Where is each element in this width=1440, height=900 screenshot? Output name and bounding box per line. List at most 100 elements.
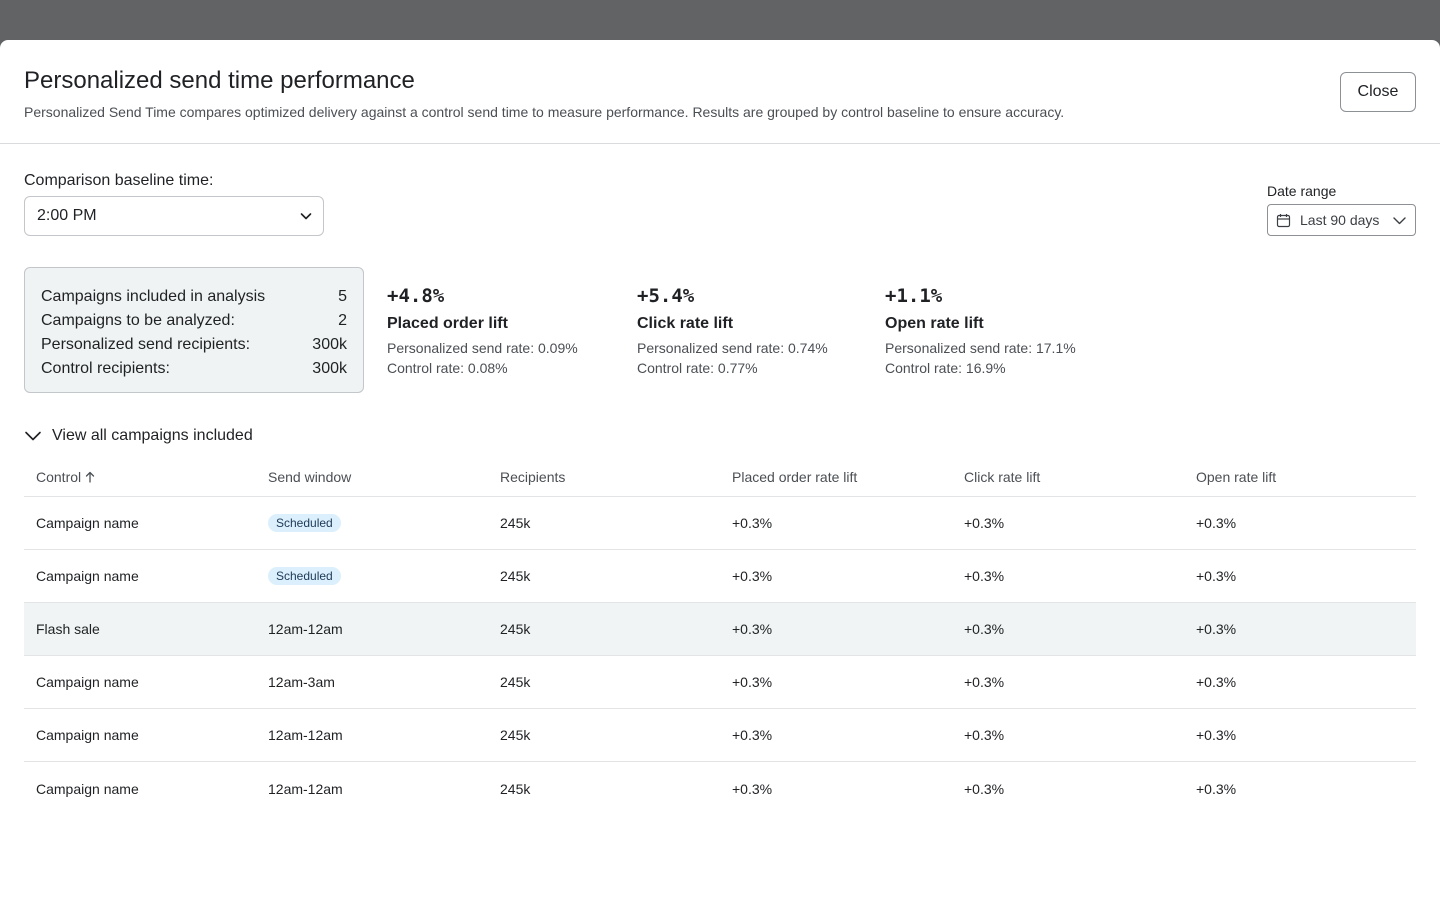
summary-value: 2 [338,312,347,329]
date-range-label: Date range [1267,183,1337,199]
cell-control: Flash sale [36,621,100,637]
view-campaigns-label: View all campaigns included [52,427,253,444]
baseline-label: Comparison baseline time: [24,172,214,189]
chevron-down-icon [299,209,313,223]
summary-row: Campaigns included in analysis 5 [41,285,347,309]
cell-click-rate-lift: +0.3% [964,780,1005,797]
column-header-label: Control [36,468,82,485]
summary-label: Campaigns included in analysis [41,288,266,305]
cell-control: Campaign name [36,674,139,690]
summary-label: Campaigns to be analyzed: [41,312,235,329]
table-row[interactable]: Campaign name Scheduled 245k +0.3% +0.3% +0.3… [24,497,1416,550]
table-row[interactable]: Campaign name 12am-12am 245k +0.3% +0.3% +0.3… [24,762,1416,815]
metric-personalized-rate: Personalized send rate: 17.1% [885,340,1076,356]
column-header-click-rate[interactable]: Click rate lift [964,468,1041,485]
cell-control: Campaign name [36,780,139,797]
metric-label: Placed order lift [387,315,508,332]
modal-subtitle: Personalized Send Time compares optimize… [24,104,1065,120]
cell-placed-order-lift: +0.3% [732,674,773,690]
date-range-value: Last 90 days [1300,212,1380,228]
controls-row: Comparison baseline time: 2:00 PM Date r… [0,144,1440,268]
table-body: Campaign name Scheduled 245k +0.3% +0.3% +0.3… [24,497,1416,815]
calendar-icon [1276,213,1291,228]
metric-control-rate: Control rate: 16.9% [885,360,1006,376]
baseline-value: 2:00 PM [37,207,97,224]
column-header-control[interactable]: Control [24,469,256,485]
cell-placed-order-lift: +0.3% [732,780,773,797]
cell-control: Campaign name [36,515,139,531]
chevron-down-icon [1392,213,1407,228]
metric-click-rate: +5.4% Click rate lift Personalized send … [637,284,867,378]
status-badge: Scheduled [268,514,341,532]
table-row[interactable]: Campaign name 12am-3am 245k +0.3% +0.3% +0.3% [24,656,1416,709]
view-campaigns-toggle[interactable]: View all campaigns included [24,427,253,445]
table-row[interactable]: Campaign name Scheduled 245k +0.3% +0.3% +0.3… [24,550,1416,603]
cell-open-rate-lift: +0.3% [1196,727,1237,743]
cell-open-rate-lift: +0.3% [1196,780,1237,797]
summary-box: Campaigns included in analysis 5 Campaig… [24,267,364,393]
close-button[interactable]: Close [1340,72,1416,112]
campaigns-table: Control Send window Recipients Placed or… [24,457,1416,815]
metric-value: +1.1% [885,285,943,307]
summary-row: Control recipients: 300k [41,357,347,381]
table-header: Control Send window Recipients Placed or… [24,457,1416,497]
metric-personalized-rate: Personalized send rate: 0.09% [387,340,578,356]
metric-placed-order: +4.8% Placed order lift Personalized sen… [387,284,617,378]
metric-label: Click rate lift [637,315,734,332]
cell-open-rate-lift: +0.3% [1196,621,1237,637]
cell-open-rate-lift: +0.3% [1196,674,1237,690]
cell-send-window: Scheduled [256,514,488,532]
metric-value: +4.8% [387,285,445,307]
cell-open-rate-lift: +0.3% [1196,568,1237,584]
cell-placed-order-lift: +0.3% [732,621,773,637]
summary-row: Campaigns to be analyzed: 2 [41,309,347,333]
cell-click-rate-lift: +0.3% [964,727,1005,743]
summary-row: Personalized send recipients: 300k [41,333,347,357]
summary-value: 300k [312,336,347,353]
baseline-select[interactable]: 2:00 PM [24,196,324,236]
column-header-open-rate[interactable]: Open rate lift [1196,468,1277,485]
arrow-up-icon [85,471,95,483]
cell-send-window: 12am-3am [268,674,335,690]
metric-personalized-rate: Personalized send rate: 0.74% [637,340,828,356]
cell-recipients: 245k [500,727,531,743]
cell-recipients: 245k [500,568,531,584]
cell-send-window: 12am-12am [268,727,343,743]
summary-value: 5 [338,288,347,305]
cell-placed-order-lift: +0.3% [732,568,773,584]
cell-open-rate-lift: +0.3% [1196,515,1237,531]
performance-modal: Personalized send time performance Perso… [0,40,1440,900]
cell-placed-order-lift: +0.3% [732,727,773,743]
cell-control: Campaign name [36,727,139,743]
status-badge: Scheduled [268,567,341,585]
column-header-placed-order[interactable]: Placed order rate lift [732,468,858,485]
modal-title: Personalized send time performance [24,67,415,94]
column-header-recipients[interactable]: Recipients [500,468,566,485]
summary-value: 300k [312,360,347,377]
cell-recipients: 245k [500,674,531,690]
cell-send-window: 12am-12am [268,621,343,637]
cell-click-rate-lift: +0.3% [964,515,1005,531]
metric-label: Open rate lift [885,315,984,332]
table-row[interactable]: Campaign name 12am-12am 245k +0.3% +0.3% +0.3… [24,709,1416,762]
cell-recipients: 245k [500,621,531,637]
cell-send-window: Scheduled [256,567,488,585]
cell-control: Campaign name [36,568,139,584]
date-range-select[interactable]: Last 90 days [1267,204,1416,236]
metric-open-rate: +1.1% Open rate lift Personalized send r… [885,284,1115,378]
modal-header: Personalized send time performance Perso… [0,40,1440,144]
table-row[interactable]: Flash sale 12am-12am 245k +0.3% +0.3% +0.3% [24,603,1416,656]
summary-label: Control recipients: [41,360,170,377]
cell-click-rate-lift: +0.3% [964,568,1005,584]
metric-value: +5.4% [637,285,695,307]
cell-click-rate-lift: +0.3% [964,674,1005,690]
metric-control-rate: Control rate: 0.77% [637,360,758,376]
metric-control-rate: Control rate: 0.08% [387,360,508,376]
column-header-send-window[interactable]: Send window [268,468,352,485]
chevron-down-icon [24,427,42,445]
cell-click-rate-lift: +0.3% [964,621,1005,637]
cell-recipients: 245k [500,515,531,531]
cell-recipients: 245k [500,780,531,797]
cell-send-window: 12am-12am [268,780,343,797]
cell-placed-order-lift: +0.3% [732,515,773,531]
